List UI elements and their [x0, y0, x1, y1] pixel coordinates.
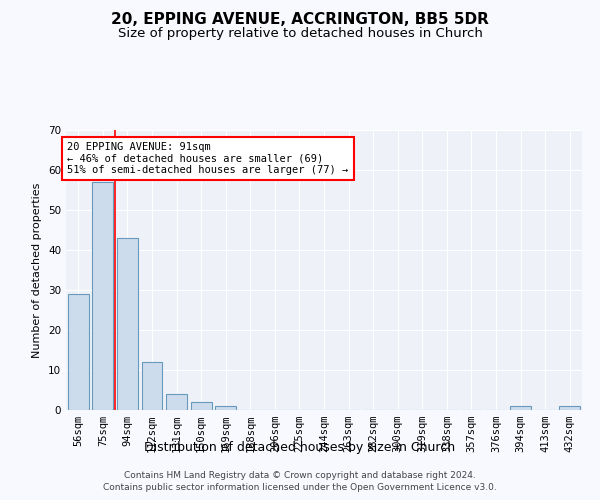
Text: Distribution of detached houses by size in Church: Distribution of detached houses by size … [145, 441, 455, 454]
Text: 20, EPPING AVENUE, ACCRINGTON, BB5 5DR: 20, EPPING AVENUE, ACCRINGTON, BB5 5DR [111, 12, 489, 28]
Bar [142, 362, 163, 410]
Bar [510, 406, 531, 410]
Bar [191, 402, 212, 410]
Text: Contains HM Land Registry data © Crown copyright and database right 2024.: Contains HM Land Registry data © Crown c… [124, 472, 476, 480]
Bar [92, 182, 113, 410]
Text: Contains public sector information licensed under the Open Government Licence v3: Contains public sector information licen… [103, 483, 497, 492]
Bar [166, 394, 187, 410]
Y-axis label: Number of detached properties: Number of detached properties [32, 182, 43, 358]
Bar [559, 406, 580, 410]
Text: 20 EPPING AVENUE: 91sqm
← 46% of detached houses are smaller (69)
51% of semi-de: 20 EPPING AVENUE: 91sqm ← 46% of detache… [67, 142, 349, 175]
Bar [215, 406, 236, 410]
Text: Size of property relative to detached houses in Church: Size of property relative to detached ho… [118, 28, 482, 40]
Bar [117, 238, 138, 410]
Bar [68, 294, 89, 410]
